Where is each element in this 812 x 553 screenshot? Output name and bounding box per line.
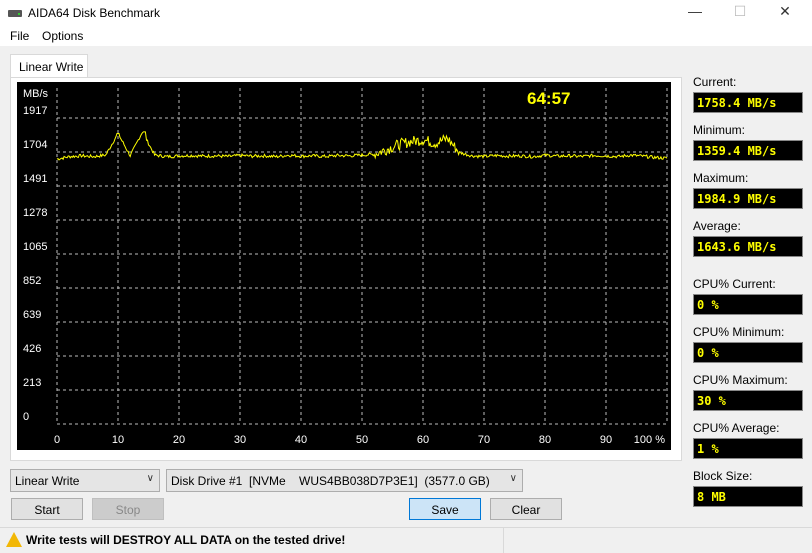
- stat-value: 1643.6 MB/s: [693, 236, 803, 257]
- y-axis-label: MB/s: [23, 88, 49, 100]
- menu-options[interactable]: Options: [42, 29, 84, 43]
- stat-value: 1 %: [693, 438, 803, 459]
- tab-linear-write[interactable]: Linear Write: [10, 54, 88, 78]
- window-title: AIDA64 Disk Benchmark: [28, 6, 161, 20]
- drive-select[interactable]: Disk Drive #1 [NVMe WUS4BB038D7P3E1] (35…: [166, 469, 523, 492]
- start-button[interactable]: Start: [11, 498, 83, 520]
- plot-background: [17, 82, 671, 450]
- y-tick-label: 1917: [23, 105, 47, 117]
- x-tick-label: 50: [356, 434, 368, 446]
- stat-label: Maximum:: [693, 171, 749, 185]
- stat-value: 1359.4 MB/s: [693, 140, 803, 161]
- y-tick-label: 852: [23, 275, 41, 287]
- status-warning: Write tests will DESTROY ALL DATA on the…: [26, 533, 346, 547]
- stat-label: CPU% Current:: [693, 277, 776, 291]
- drive-select-value: Disk Drive #1 [NVMe WUS4BB038D7P3E1] (35…: [171, 474, 490, 488]
- maximize-button[interactable]: ☐: [733, 3, 747, 19]
- stat-label: CPU% Minimum:: [693, 325, 785, 339]
- stat-value: 0 %: [693, 342, 803, 363]
- chevron-down-icon: ∨: [146, 473, 154, 484]
- x-tick-label: 40: [295, 434, 307, 446]
- stat-value: 8 MB: [693, 486, 803, 507]
- x-tick-label: 0: [54, 434, 60, 446]
- stat-value: 1984.9 MB/s: [693, 188, 803, 209]
- x-tick-label: 60: [417, 434, 429, 446]
- write-speed-line: [56, 131, 668, 161]
- timer: 64:57: [527, 89, 570, 108]
- x-tick-label: 70: [478, 434, 490, 446]
- minimize-button[interactable]: —: [688, 3, 702, 19]
- stop-button[interactable]: Stop: [92, 498, 164, 520]
- menu-file[interactable]: File: [10, 29, 30, 43]
- chevron-down-icon: ∨: [509, 473, 517, 484]
- stat-value: 30 %: [693, 390, 803, 411]
- x-tick-label: 30: [234, 434, 246, 446]
- stat-label: CPU% Average:: [693, 421, 780, 435]
- menu-bar: File Options: [0, 26, 812, 46]
- y-tick-label: 0: [23, 411, 29, 423]
- y-tick-label: 1704: [23, 139, 47, 151]
- disk-icon: [8, 10, 22, 17]
- y-tick-label: 639: [23, 309, 41, 321]
- y-tick-label: 1065: [23, 241, 47, 253]
- clear-button[interactable]: Clear: [490, 498, 562, 520]
- stat-label: Current:: [693, 75, 737, 89]
- test-select-value: Linear Write: [15, 474, 80, 488]
- test-select[interactable]: Linear Write ∨: [10, 469, 160, 492]
- y-tick-label: 1491: [23, 173, 47, 185]
- benchmark-chart: 0 213 426 639 852 1065 1278 1491 1704 1917 0 10 20 30…: [17, 82, 671, 450]
- x-tick-label: 100 %: [634, 434, 665, 446]
- y-tick-label: 426: [23, 343, 41, 355]
- y-tick-label: 213: [23, 377, 41, 389]
- stat-label: Block Size:: [693, 469, 753, 483]
- close-button[interactable]: ✕: [779, 3, 791, 19]
- x-tick-label: 10: [112, 434, 124, 446]
- stat-label: Minimum:: [693, 123, 746, 137]
- x-tick-label: 90: [600, 434, 612, 446]
- title-bar: AIDA64 Disk Benchmark — ☐ ✕: [0, 0, 812, 26]
- status-divider: [503, 528, 504, 553]
- x-tick-label: 20: [173, 434, 185, 446]
- x-tick-label: 80: [539, 434, 551, 446]
- stat-label: CPU% Maximum:: [693, 373, 788, 387]
- stat-label: Average:: [693, 219, 741, 233]
- stat-value: 1758.4 MB/s: [693, 92, 803, 113]
- stat-value: 0 %: [693, 294, 803, 315]
- y-tick-label: 1278: [23, 207, 47, 219]
- warning-icon: [6, 532, 22, 547]
- status-bar: Write tests will DESTROY ALL DATA on the…: [0, 527, 812, 553]
- save-button[interactable]: Save: [409, 498, 481, 520]
